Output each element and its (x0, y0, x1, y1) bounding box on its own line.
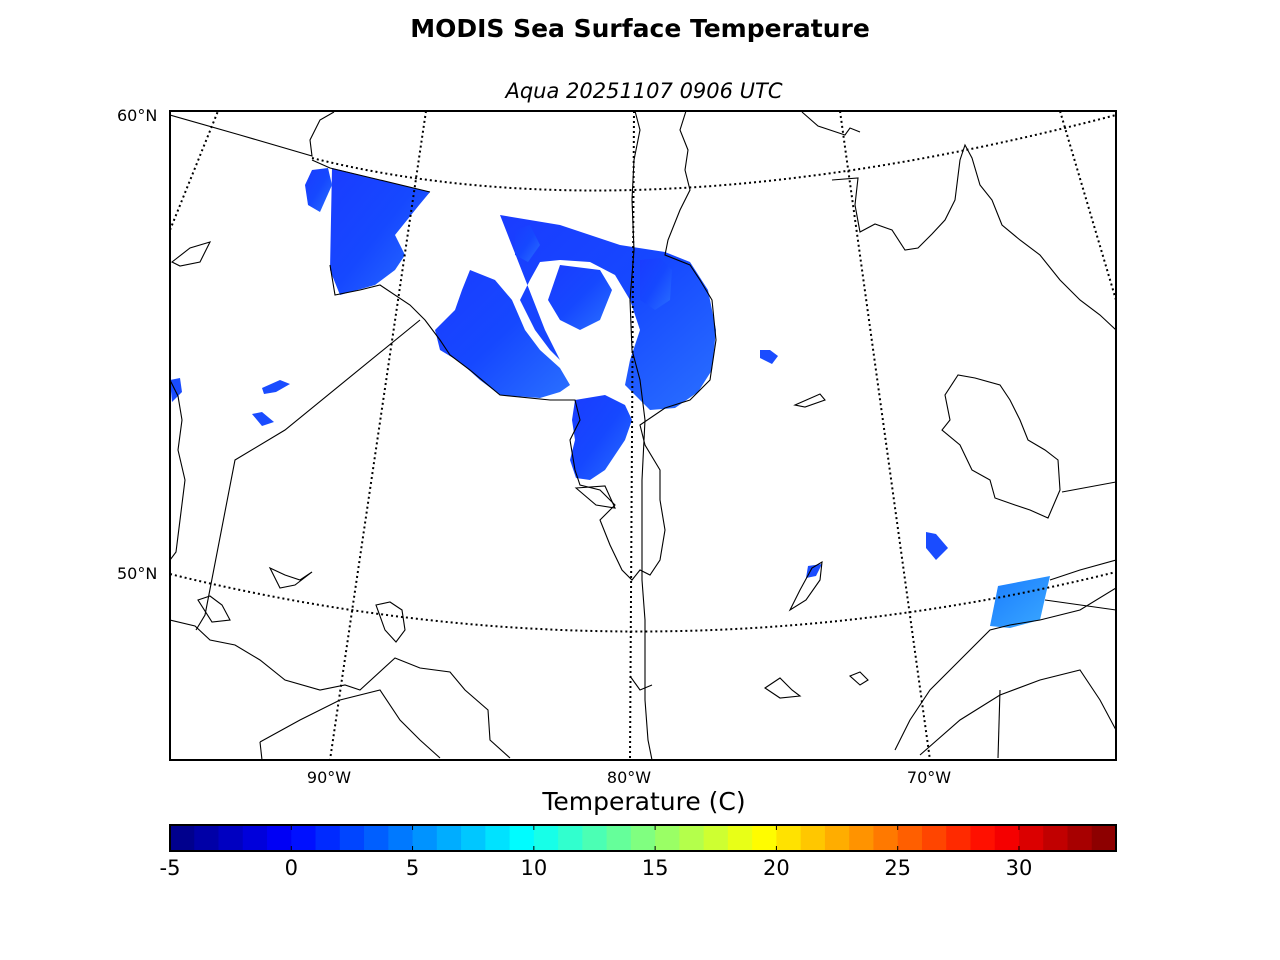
colorbar-segment (679, 825, 705, 851)
colorbar-segment (849, 825, 874, 851)
colorbar (169, 824, 1117, 852)
lon-label-80w: 80°W (606, 768, 652, 787)
sst-data-lakes (170, 350, 948, 578)
lon-label-90w: 90°W (306, 768, 352, 787)
colorbar-segment (776, 825, 802, 851)
colorbar-segment (921, 825, 947, 851)
colorbar-tick-label: 15 (641, 856, 669, 880)
lat-label-60n: 60°N (117, 106, 158, 125)
colorbar-segment (994, 825, 1020, 851)
colorbar-segment (533, 825, 559, 851)
colorbar-segment (291, 825, 317, 851)
colorbar-segment (630, 825, 656, 851)
colorbar-segment (339, 825, 365, 851)
colorbar-segment (897, 825, 923, 851)
colorbar-segment (194, 825, 220, 851)
colorbar-segment (315, 825, 341, 851)
colorbar-segment (800, 825, 826, 851)
colorbar-segment (752, 825, 777, 851)
colorbar-segment (1091, 825, 1117, 851)
colorbar-segment (703, 825, 729, 851)
lon-label-70w: 70°W (906, 768, 952, 787)
colorbar-segment (1018, 825, 1044, 851)
colorbar-segment (824, 825, 850, 851)
colorbar-segment (364, 825, 389, 851)
colorbar-tick-label: 5 (405, 856, 420, 880)
colorbar-segment (388, 825, 414, 851)
colorbar-segment (558, 825, 583, 851)
lat-label-50n: 50°N (117, 564, 158, 583)
colorbar-segment (946, 825, 971, 851)
colorbar-segment (461, 825, 486, 851)
colorbar-segment (170, 825, 195, 851)
colorbar-label: Temperature (C) (542, 787, 746, 816)
colorbar-segment (218, 825, 244, 851)
colorbar-tick-label: -5 (159, 856, 181, 880)
colorbar-tick-label: 20 (763, 856, 790, 880)
graticule (170, 111, 1116, 760)
colorbar-segment (242, 825, 268, 851)
colorbar-segment (655, 825, 680, 851)
colorbar-segment (606, 825, 632, 851)
colorbar-segment (727, 825, 753, 851)
colorbar-segment (1067, 825, 1093, 851)
colorbar-segment (485, 825, 511, 851)
colorbar-segment (509, 825, 535, 851)
colorbar-tick-label: 10 (520, 856, 548, 880)
colorbar-tick-label: 30 (1005, 856, 1033, 880)
sst-data-hudson-bay (305, 168, 716, 480)
colorbar-segment (1043, 825, 1068, 851)
colorbar-segment (873, 825, 899, 851)
colorbar-segment (412, 825, 438, 851)
map-frame (169, 110, 1117, 761)
colorbar-tick-label: 0 (284, 856, 298, 880)
map-layers (170, 111, 1116, 760)
coastlines (170, 111, 1116, 760)
sst-data-gulf (990, 576, 1050, 628)
colorbar-segment (436, 825, 462, 851)
colorbar-segment (267, 825, 292, 851)
chart-subtitle: Aqua 20251107 0906 UTC (505, 79, 783, 103)
chart-title: MODIS Sea Surface Temperature (410, 14, 870, 43)
colorbar-tick-label: 25 (884, 856, 912, 880)
colorbar-frame (169, 824, 1117, 852)
colorbar-segment (582, 825, 608, 851)
colorbar-segment (970, 825, 996, 851)
